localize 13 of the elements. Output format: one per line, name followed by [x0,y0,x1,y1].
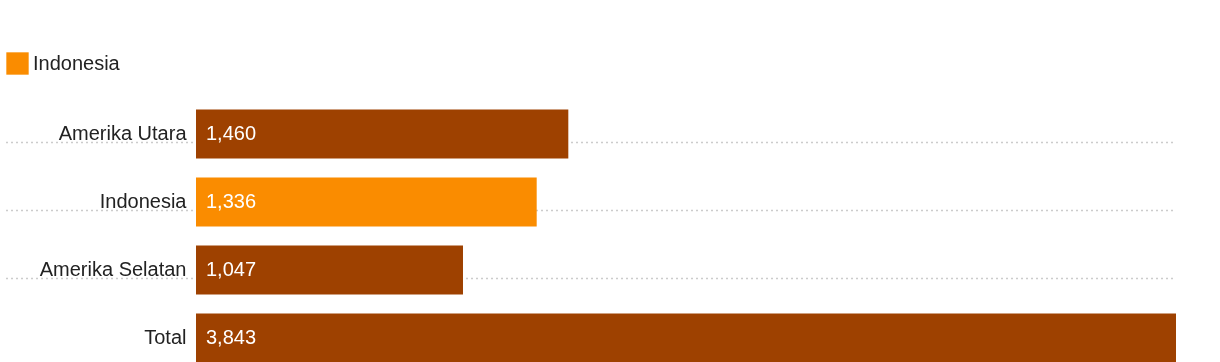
y-tick-label: Indonesia [99,190,188,212]
data-label: 3,843 [206,326,257,348]
y-tick-label: Total [144,326,187,348]
bar [196,177,537,227]
bar [196,245,463,295]
legend-label: Indonesia [33,51,121,74]
y-tick-label: Amerika Selatan [39,258,187,280]
data-label: 1,047 [206,258,257,280]
data-label: 1,460 [206,122,257,144]
data-label: 1,336 [206,190,257,212]
bar [196,313,1176,362]
bar [196,109,569,159]
y-tick-label: Amerika Utara [58,122,188,144]
